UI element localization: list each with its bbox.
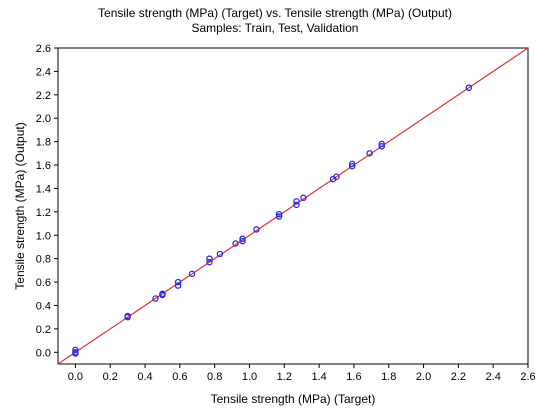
y-tick-label: 2.6: [36, 43, 51, 55]
data-point: [465, 84, 473, 92]
chart-subtitle: Samples: Train, Test, Validation: [191, 21, 359, 35]
y-axis-ticks: 0.0 0.2 0.4 0.6 0.8 1.0 1.2 1.4 1.6 1.8 2.0 2.2 2.4 2…: [36, 43, 58, 359]
y-tick-label: 1.2: [36, 207, 51, 219]
data-points: [72, 84, 473, 357]
data-point: [206, 258, 213, 266]
y-tick-label: 0.4: [36, 300, 51, 312]
x-tick-label: 1.8: [381, 371, 396, 383]
data-point: [378, 143, 386, 150]
x-tick-label: 0.8: [207, 371, 222, 383]
reference-line: [57, 47, 529, 365]
x-tick-label: 2.4: [486, 371, 501, 383]
y-tick-label: 0.0: [36, 347, 51, 359]
x-axis-label: Tensile strength (MPa) (Target): [211, 392, 376, 406]
x-tick-label: 1.4: [311, 371, 326, 383]
plot-frame: [57, 47, 529, 365]
data-point: [275, 210, 283, 218]
y-tick-label: 2.0: [36, 113, 51, 125]
data-point: [188, 270, 196, 278]
data-point: [293, 198, 300, 205]
x-tick-label: 0.6: [172, 371, 187, 383]
y-tick-label: 2.4: [36, 66, 51, 78]
data-point: [378, 140, 386, 148]
data-point: [239, 235, 246, 243]
y-tick-label: 1.6: [36, 160, 51, 172]
x-tick-label: 1.6: [346, 371, 361, 383]
data-point: [300, 194, 307, 202]
data-point: [159, 290, 166, 298]
x-tick-label: 2.6: [520, 371, 535, 383]
y-tick-label: 2.2: [36, 90, 51, 102]
y-tick-label: 0.8: [36, 254, 51, 266]
y-axis-label: Tensile strength (MPa) (Output): [13, 122, 27, 289]
x-tick-label: 0.0: [68, 371, 83, 383]
data-point: [216, 250, 224, 258]
x-tick-label: 2.0: [416, 371, 431, 383]
x-tick-label: 1.0: [242, 371, 257, 383]
data-point: [348, 160, 356, 168]
x-tick-label: 0.4: [137, 371, 152, 383]
data-point: [206, 255, 213, 262]
data-point: [239, 237, 246, 245]
y-tick-label: 1.0: [36, 230, 51, 242]
data-point: [124, 312, 131, 320]
data-point: [293, 201, 300, 209]
data-point: [366, 150, 373, 157]
x-tick-label: 1.2: [277, 371, 292, 383]
data-point: [152, 295, 159, 302]
data-point: [333, 173, 340, 180]
data-point: [232, 240, 239, 247]
y-tick-label: 0.6: [36, 277, 51, 289]
data-point: [72, 350, 79, 357]
y-tick-label: 1.4: [36, 183, 51, 195]
data-point: [348, 162, 356, 170]
data-point: [174, 282, 182, 289]
x-tick-label: 0.2: [103, 371, 118, 383]
data-point: [253, 226, 260, 233]
data-point: [174, 278, 182, 286]
data-point: [72, 346, 79, 354]
chart-title: Tensile strength (MPa) (Target) vs. Tens…: [98, 6, 452, 20]
x-axis-ticks: 0.0 0.2 0.4 0.6 0.8 1.0 1.2 1.4 1.6 1.8 2.0 2.2 2.4 2…: [68, 364, 536, 383]
y-tick-label: 1.8: [36, 137, 51, 149]
data-point: [275, 213, 283, 220]
y-tick-label: 0.2: [36, 324, 51, 336]
x-tick-label: 2.2: [451, 371, 466, 383]
